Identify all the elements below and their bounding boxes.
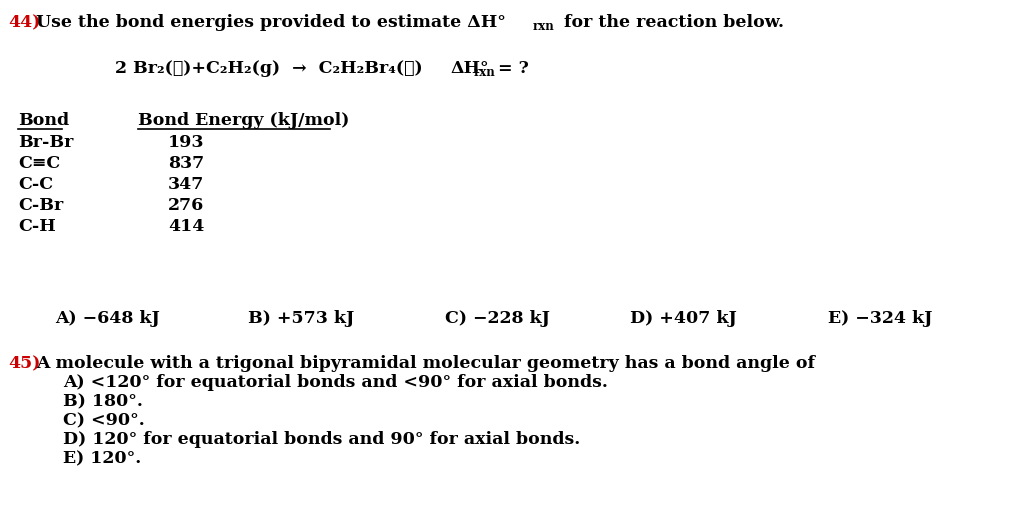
Text: E) −324 kJ: E) −324 kJ [828,310,933,327]
Text: A) <120° for equatorial bonds and <90° for axial bonds.: A) <120° for equatorial bonds and <90° f… [63,374,608,391]
Text: C) <90°.: C) <90°. [63,412,144,429]
Text: ΔH°: ΔH° [450,60,488,77]
Text: E) 120°.: E) 120°. [63,450,141,467]
Text: 45): 45) [8,355,40,372]
Text: 347: 347 [168,176,205,193]
Text: 44): 44) [8,14,40,31]
Text: Bond: Bond [18,112,70,129]
Text: C) −228 kJ: C) −228 kJ [445,310,550,327]
Text: C-Br: C-Br [18,197,63,214]
Text: A) −648 kJ: A) −648 kJ [55,310,160,327]
Text: = ?: = ? [498,60,528,77]
Text: rxn: rxn [474,66,496,79]
Text: Use the bond energies provided to estimate ΔH°: Use the bond energies provided to estima… [36,14,506,31]
Text: 2 Br₂(ℓ)+C₂H₂(g)  →  C₂H₂Br₄(ℓ): 2 Br₂(ℓ)+C₂H₂(g) → C₂H₂Br₄(ℓ) [115,60,423,77]
Text: B) +573 kJ: B) +573 kJ [248,310,354,327]
Text: B) 180°.: B) 180°. [63,393,143,410]
Text: rxn: rxn [534,20,555,33]
Text: D) +407 kJ: D) +407 kJ [630,310,736,327]
Text: for the reaction below.: for the reaction below. [558,14,784,31]
Text: 276: 276 [168,197,204,214]
Text: A molecule with a trigonal bipyramidal molecular geometry has a bond angle of: A molecule with a trigonal bipyramidal m… [36,355,815,372]
Text: D) 120° for equatorial bonds and 90° for axial bonds.: D) 120° for equatorial bonds and 90° for… [63,431,581,448]
Text: C≡C: C≡C [18,155,60,172]
Text: C-C: C-C [18,176,53,193]
Text: Br-Br: Br-Br [18,134,74,151]
Text: C-H: C-H [18,218,55,235]
Text: 193: 193 [168,134,205,151]
Text: 414: 414 [168,218,205,235]
Text: Bond Energy (kJ/mol): Bond Energy (kJ/mol) [138,112,349,129]
Text: 837: 837 [168,155,204,172]
